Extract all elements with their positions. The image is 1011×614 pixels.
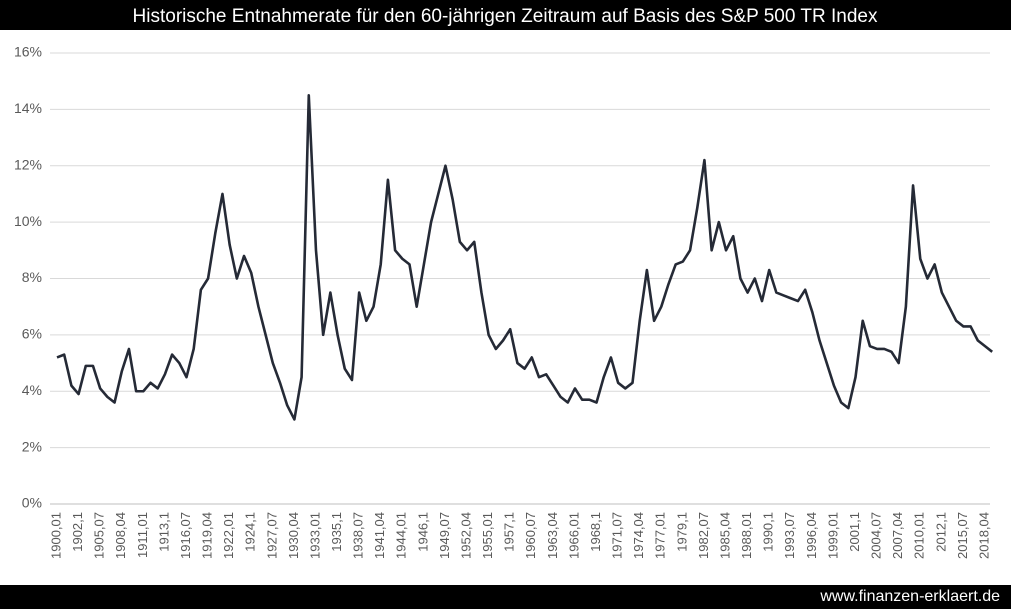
- x-tick-label: 1935,1: [329, 512, 344, 552]
- x-tick-label: 1952,04: [458, 512, 473, 559]
- x-tick-label: 2012,1: [933, 512, 948, 552]
- x-tick-label: 1996,04: [804, 512, 819, 559]
- x-tick-label: 1968,1: [588, 512, 603, 552]
- x-tick-label: 1908,04: [113, 512, 128, 559]
- x-tick-label: 1949,07: [437, 512, 452, 559]
- x-tick-label: 1941,04: [372, 512, 387, 559]
- x-tick-label: 1927,07: [264, 512, 279, 559]
- x-tick-label: 1930,04: [286, 512, 301, 559]
- y-tick-label: 6%: [22, 326, 42, 342]
- x-tick-label: 1963,04: [545, 512, 560, 559]
- x-tick-label: 2001,1: [847, 512, 862, 552]
- x-tick-label: 1985,04: [717, 512, 732, 559]
- y-tick-label: 12%: [14, 156, 42, 172]
- y-tick-label: 14%: [14, 100, 42, 116]
- x-tick-label: 1902,1: [70, 512, 85, 552]
- y-tick-label: 10%: [14, 213, 42, 229]
- y-tick-label: 16%: [14, 44, 42, 60]
- x-tick-label: 2018,04: [976, 512, 991, 559]
- data-line: [56, 93, 993, 421]
- x-tick-label: 1911,01: [135, 512, 150, 558]
- x-tick-label: 1916,07: [178, 512, 193, 559]
- x-tick-label: 1977,01: [653, 512, 668, 559]
- footer-bar: [0, 585, 1011, 609]
- y-tick-label: 4%: [22, 382, 42, 398]
- x-tick-label: 2010,01: [912, 512, 927, 559]
- x-tick-label: 1900,01: [48, 512, 63, 559]
- x-tick-label: 1988,01: [739, 512, 754, 559]
- x-tick-label: 2004,07: [869, 512, 884, 559]
- x-tick-label: 1946,1: [415, 512, 430, 552]
- x-tick-label: 1990,1: [761, 512, 776, 552]
- x-tick-label: 2015,07: [955, 512, 970, 559]
- x-tick-label: 1933,01: [307, 512, 322, 559]
- x-tick-label: 1971,07: [610, 512, 625, 559]
- x-tick-label: 1938,07: [351, 512, 366, 559]
- title-bar: [0, 0, 1011, 30]
- x-tick-label: 2007,04: [890, 512, 905, 559]
- x-tick-label: 1982,07: [696, 512, 711, 559]
- x-tick-label: 1974,04: [631, 512, 646, 559]
- x-tick-label: 1944,01: [394, 512, 409, 559]
- chart-title: Historische Entnahmerate für den 60-jähr…: [133, 6, 878, 27]
- x-tick-label: 1960,07: [523, 512, 538, 559]
- x-tick-label: 1924,1: [243, 512, 258, 552]
- x-tick-label: 1999,01: [825, 512, 840, 559]
- y-tick-label: 0%: [22, 495, 42, 511]
- x-tick-label: 1913,1: [156, 512, 171, 552]
- y-tick-label: 2%: [22, 438, 42, 454]
- x-tick-label: 1957,1: [502, 512, 517, 552]
- y-tick-label: 8%: [22, 269, 42, 285]
- source: www.finanzen-erklaert.de: [819, 588, 1000, 605]
- x-tick-label: 1993,07: [782, 512, 797, 559]
- x-tick-label: 1955,01: [480, 512, 495, 559]
- x-tick-label: 1919,04: [200, 512, 215, 559]
- x-tick-label: 1905,07: [92, 512, 107, 559]
- x-tick-label: 1922,01: [221, 512, 236, 559]
- x-tick-label: 1979,1: [674, 512, 689, 552]
- x-tick-label: 1966,01: [566, 512, 581, 559]
